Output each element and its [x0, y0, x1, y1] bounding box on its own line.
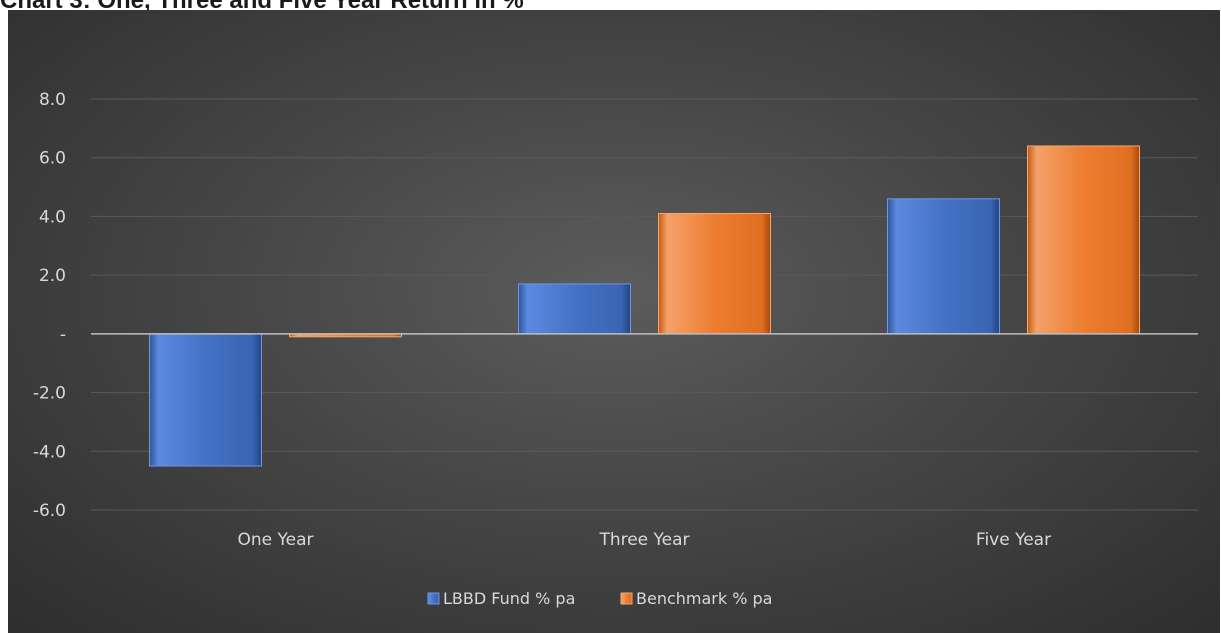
y-tick-label: -	[60, 325, 66, 345]
x-axis: One Year Three Year Five Year	[237, 530, 1051, 550]
bar-lbbd-fund-pa	[518, 283, 631, 335]
bar-lbbd-fund-pa	[887, 198, 1000, 335]
y-tick-label: -6.0	[33, 501, 66, 521]
bar-lbbd-fund-pa	[149, 333, 262, 467]
y-axis: 8.0 6.0 4.0 2.0 - -2.0 -4.0 -6.0	[33, 90, 66, 521]
y-tick-label: 4.0	[39, 207, 66, 227]
x-category-label: Three Year	[598, 530, 689, 550]
y-tick-label: 8.0	[39, 90, 66, 110]
y-tick-label: -4.0	[33, 442, 66, 462]
bar-benchmark-pa	[1027, 145, 1140, 335]
y-tick-label: -2.0	[33, 384, 66, 404]
x-category-label: One Year	[237, 530, 313, 550]
legend-label: LBBD Fund % pa	[443, 589, 575, 608]
bar-chart: 8.0 6.0 4.0 2.0 - -2.0 -4.0 -6.0 One Year Three …	[33, 90, 1198, 608]
gridlines	[91, 98, 1198, 511]
legend-label: Benchmark % pa	[636, 589, 772, 608]
legend-swatch	[427, 592, 440, 605]
legend: LBBD Fund % pa Benchmark % pa	[427, 589, 772, 608]
bar-benchmark-pa	[658, 212, 771, 335]
y-tick-label: 6.0	[39, 149, 66, 169]
y-tick-label: 2.0	[39, 266, 66, 286]
x-category-label: Five Year	[976, 530, 1051, 550]
chart-title: Chart 3: One, Three and Five Year Return…	[0, 0, 1221, 12]
chart-area: 8.0 6.0 4.0 2.0 - -2.0 -4.0 -6.0 One Year Three …	[8, 10, 1220, 633]
bars	[149, 145, 1140, 467]
legend-swatch	[620, 592, 633, 605]
